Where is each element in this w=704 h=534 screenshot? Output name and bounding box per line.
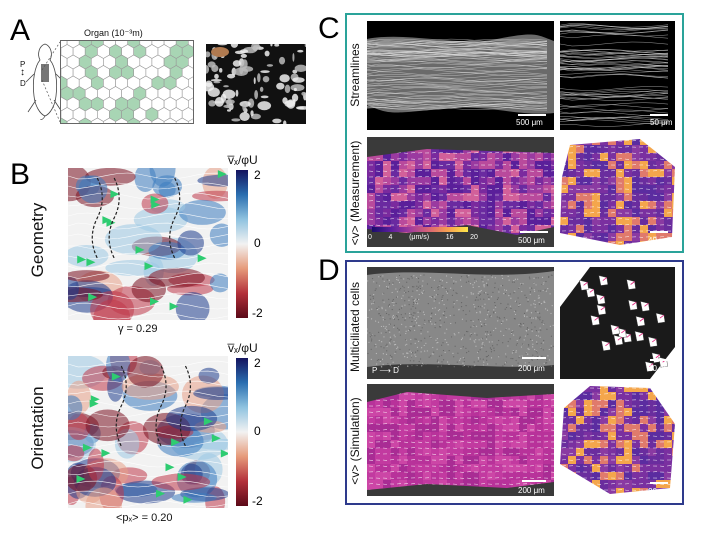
cell-polarity-image	[560, 267, 675, 379]
scalebar-label: 500 μm	[518, 236, 545, 245]
hex-cell	[175, 117, 189, 123]
panel-d-frame	[345, 260, 684, 505]
colorbar-min: -2	[252, 306, 263, 320]
caption-gamma: γ = 0.29	[118, 323, 158, 335]
scalebar-label: 20 μm	[648, 487, 671, 496]
tick: 4	[388, 234, 393, 241]
colorbar-mid: 0	[254, 424, 261, 438]
scalebar	[520, 231, 548, 233]
row-label-geometry: Geometry	[28, 202, 47, 278]
hex-cell	[61, 41, 68, 49]
row-label-simulation: <v> (Simulation)	[348, 397, 362, 485]
panel-b-letter: B	[10, 158, 31, 191]
row-label-streamlines: Streamlines	[348, 43, 362, 107]
flow-heatmap-geometry	[68, 168, 228, 320]
zoom-lines	[41, 41, 61, 123]
scalebar	[650, 114, 668, 116]
scalebar	[650, 482, 668, 484]
organ-micrograph	[206, 44, 306, 124]
caption-polarization: <pₓ> = 0.20	[116, 512, 173, 524]
panel-a-letter: A	[10, 14, 31, 47]
scalebar	[522, 480, 546, 482]
scalebar-label: 40 μm	[648, 236, 671, 245]
scalebar-label: 200 μm	[518, 486, 545, 495]
flow-heatmap-orientation	[68, 356, 228, 508]
scalebar	[518, 114, 546, 116]
colorbar-mid: 0	[254, 236, 261, 250]
velocity-field-measurement-small	[560, 137, 675, 247]
scalebar	[650, 231, 668, 233]
scalebar	[522, 357, 546, 359]
scalebar	[650, 359, 668, 361]
hexagonal-organ-grid	[60, 40, 194, 124]
colorbar-title-geometry: v̅ₓ/φU	[228, 153, 258, 167]
streamline-image-small	[560, 21, 675, 130]
speed-colorbar-ticks: 0 4 (μm/s) 16 20	[368, 234, 478, 241]
colorbar-min: -2	[252, 494, 263, 508]
panel-c-frame	[345, 13, 684, 253]
scalebar-label: 500 μm	[516, 118, 543, 127]
tick: (μm/s)	[409, 234, 430, 241]
tick: 16	[445, 234, 454, 241]
multiciliated-cells-image	[367, 267, 554, 379]
tick: 20	[470, 234, 478, 241]
panel-c-letter: C	[318, 12, 340, 45]
panel-d-letter: D	[318, 254, 340, 287]
colorbar-geometry	[236, 170, 248, 318]
velocity-field-simulation-large	[367, 384, 554, 496]
scalebar-label: 50 μm	[650, 118, 673, 127]
colorbar-max: 2	[254, 356, 261, 370]
tick: 0	[368, 234, 372, 241]
colorbar-max: 2	[254, 168, 261, 182]
speed-colorbar	[372, 227, 468, 232]
pd-direction-label: P ⟶ D	[372, 366, 399, 375]
velocity-field-simulation-small	[560, 384, 675, 496]
row-label-orientation: Orientation	[28, 386, 47, 470]
row-label-measurement: <v> (Measurement)	[348, 140, 362, 246]
axis-arrow-icon: ↕	[20, 67, 25, 78]
scalebar-label: 200 μm	[518, 364, 545, 373]
scalebar-label: 20 μm	[648, 364, 671, 373]
axis-p-label: P	[20, 60, 26, 69]
axis-d-label: D	[20, 79, 26, 88]
organ-label: Organ (10⁻³m)	[84, 28, 143, 38]
colorbar-title-orientation: v̅ₓ/φU	[228, 341, 258, 355]
streamline-image-large	[367, 21, 554, 130]
colorbar-orientation	[236, 358, 248, 506]
row-label-multiciliated: Multiciliated cells	[348, 281, 362, 373]
